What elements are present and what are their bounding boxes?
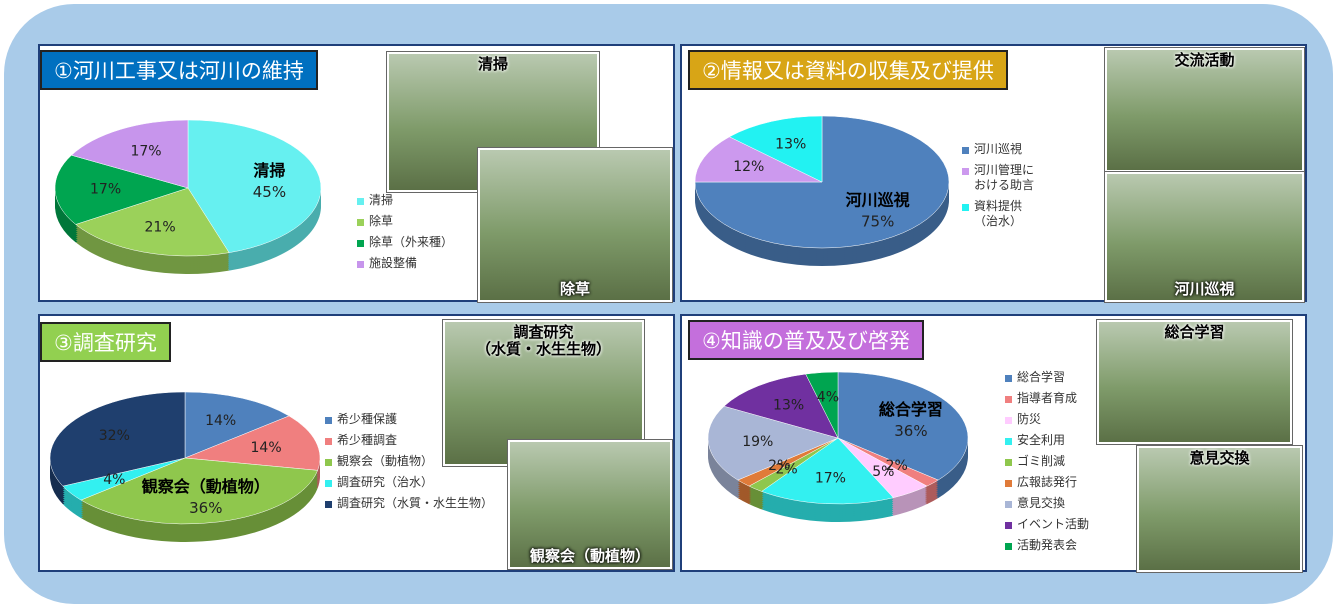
data-label: 13% xyxy=(775,136,806,152)
data-label: 12% xyxy=(733,159,764,175)
data-label: 4% xyxy=(103,472,125,488)
data-label: 45% xyxy=(253,183,286,201)
data-label: 17% xyxy=(130,144,161,160)
data-label: 2% xyxy=(768,458,790,474)
slice-category-label: 総合学習 xyxy=(879,400,943,419)
pie-layer: 清掃 45% 21% 17% 17% 河川巡視 75% 12% 13% 14% 14% 観察会（動植物… xyxy=(0,0,1337,608)
data-label: 17% xyxy=(815,471,846,487)
infographic: ①河川工事又は河川の維持清掃除草清掃除草除草（外来種）施設整備②情報又は資料の収… xyxy=(0,0,1337,608)
data-label: 36% xyxy=(189,499,222,517)
data-label: 32% xyxy=(99,428,130,444)
slice-category-label: 清掃 xyxy=(253,161,285,180)
data-label: 13% xyxy=(773,398,804,414)
data-label: 14% xyxy=(251,440,282,456)
data-label: 4% xyxy=(817,389,839,405)
data-label: 19% xyxy=(742,434,773,450)
slice-category-label: 河川巡視 xyxy=(846,190,910,209)
slice-category-label: 観察会（動植物） xyxy=(142,477,270,496)
data-label: 21% xyxy=(145,220,176,236)
data-label: 14% xyxy=(205,413,236,429)
data-label: 17% xyxy=(90,181,121,197)
data-label: 75% xyxy=(861,212,894,230)
data-label: 5% xyxy=(872,464,894,480)
data-label: 36% xyxy=(894,422,927,440)
